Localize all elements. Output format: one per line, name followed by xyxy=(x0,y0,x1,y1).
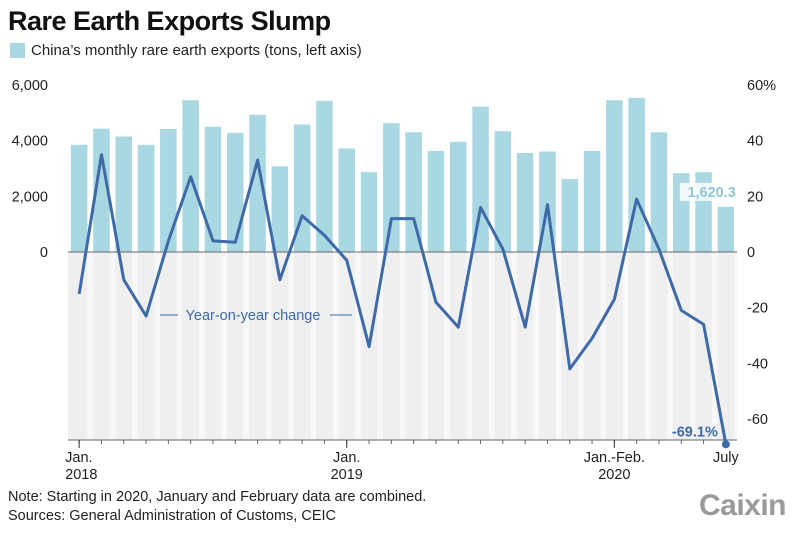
shade-separator xyxy=(132,252,138,440)
shade-separator xyxy=(198,252,205,440)
bar-2019-07 xyxy=(472,106,489,253)
chart-notes: Note: Starting in 2020, January and Febr… xyxy=(8,488,426,526)
note-text: Note: Starting in 2020, January and Febr… xyxy=(8,489,427,505)
shade-separator xyxy=(689,252,696,440)
shade-separator xyxy=(377,252,384,440)
shade-separator xyxy=(578,252,584,440)
bar-annotation-bg xyxy=(679,182,738,201)
bar-2018-01 xyxy=(70,144,88,252)
bar-2018-09 xyxy=(249,114,266,252)
right-tick-label: -40 xyxy=(747,356,768,372)
sources-text: Sources: General Administration of Custo… xyxy=(8,508,336,524)
right-tick-label: -20 xyxy=(747,301,768,317)
shade-separator xyxy=(667,252,673,440)
shade-separator xyxy=(444,252,450,440)
shade-separator xyxy=(488,252,495,440)
caixin-logo: Caixin xyxy=(698,489,787,522)
shade-separator xyxy=(511,252,517,440)
x-tick-label: Jan. xyxy=(65,450,92,466)
x-tick-label-year: 2018 xyxy=(65,467,97,483)
legend: China’s monthly rare earth exports (tons… xyxy=(10,42,362,59)
shade-separator xyxy=(221,252,227,440)
shade-separator xyxy=(265,252,272,440)
bar-2019-08 xyxy=(494,131,512,252)
right-tick-label: -60 xyxy=(747,412,768,428)
shade-separator xyxy=(644,252,651,440)
shade-separator xyxy=(87,252,94,440)
bar-2019-09 xyxy=(516,152,534,252)
shade-separator xyxy=(109,252,116,440)
right-tick-label: 40 xyxy=(747,134,763,150)
shade-separator xyxy=(466,252,473,440)
x-tick-label: July xyxy=(713,450,740,466)
chart-title: Rare Earth Exports Slump xyxy=(8,6,331,36)
bar-2020-04 xyxy=(650,132,668,252)
bar-2020-07 xyxy=(717,206,735,252)
bar-2019-02 xyxy=(360,172,378,252)
left-tick-label: 6,000 xyxy=(12,78,48,94)
bar-2019-05 xyxy=(427,150,445,252)
shade-separator xyxy=(622,252,629,440)
legend-label-exports: China’s monthly rare earth exports (tons… xyxy=(31,42,362,59)
shade-separator xyxy=(711,252,718,440)
bar-2018-08 xyxy=(226,132,244,252)
shade-separator xyxy=(310,252,317,440)
shade-separator xyxy=(243,252,250,440)
shade-separator xyxy=(399,252,406,440)
shade-separator xyxy=(332,252,339,440)
x-tick-label: Jan. xyxy=(333,450,360,466)
shade-separator xyxy=(533,252,540,440)
bar-2019-06 xyxy=(449,141,467,252)
right-tick-label: 0 xyxy=(747,245,755,261)
left-tick-label: 4,000 xyxy=(12,134,48,150)
bar-2018-05 xyxy=(160,128,177,252)
yoy-series-label: Year-on-year change xyxy=(186,308,321,324)
shade-separator xyxy=(734,252,740,440)
shade-separator xyxy=(600,252,607,440)
bar-2019-03 xyxy=(383,123,400,252)
left-tick-label: 0 xyxy=(40,245,48,261)
bar-2019-11 xyxy=(561,179,579,252)
yoy-value-annotation: -69.1% xyxy=(672,424,718,440)
yoy-last-point xyxy=(721,440,730,449)
left-tick-label: 2,000 xyxy=(12,189,48,205)
yoy-line xyxy=(77,153,728,445)
bar-value-annotation: 1,620.3 xyxy=(687,185,735,201)
bar-2019-04 xyxy=(405,132,422,252)
right-tick-label: 20 xyxy=(747,189,763,205)
bar-2018-02 xyxy=(93,128,110,252)
shade-separator xyxy=(176,252,183,440)
bar-2018-03 xyxy=(115,136,133,252)
bar-2018-04 xyxy=(137,144,155,252)
bar-2020-01/02 xyxy=(606,100,623,252)
bar-2018-10 xyxy=(271,166,289,252)
shade-separator xyxy=(355,252,361,440)
legend-swatch-bar xyxy=(10,43,25,58)
shade-separator xyxy=(555,252,562,440)
right-tick-label: 60% xyxy=(747,78,776,94)
x-tick-label-year: 2019 xyxy=(331,467,363,483)
shade-separator xyxy=(421,252,428,440)
bar-2018-12 xyxy=(316,100,333,253)
x-tick-label-year: 2020 xyxy=(598,467,630,483)
x-tick-label: Jan.-Feb. xyxy=(584,450,645,466)
shade-separator xyxy=(288,252,294,440)
bar-2019-12 xyxy=(583,150,601,252)
shade-separator xyxy=(154,252,161,440)
bar-2019-01 xyxy=(338,148,356,252)
bar-2018-07 xyxy=(204,126,222,252)
